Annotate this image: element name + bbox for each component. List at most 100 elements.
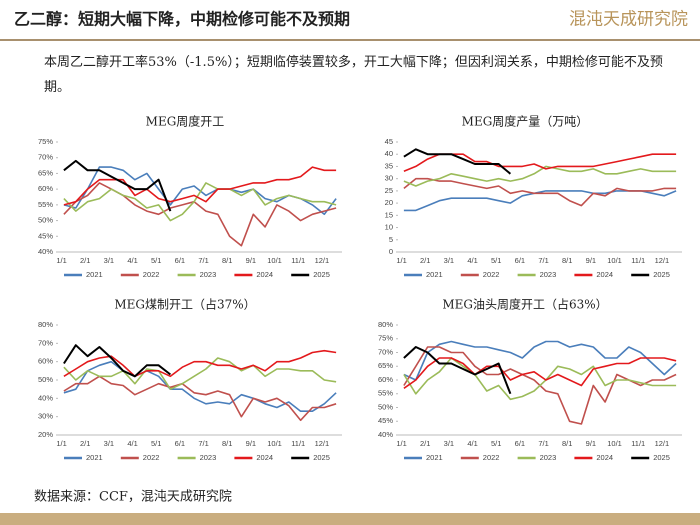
y-tick-label: 70% [378,347,393,356]
x-tick-label: 6/1 [175,439,185,448]
x-tick-label: 9/1 [586,256,596,265]
legend-label: 2021 [426,453,443,462]
y-tick-label: 60% [38,357,53,366]
y-tick-label: 75% [378,334,393,343]
x-tick-label: 5/1 [491,256,501,265]
chart-title: MEG油头周度开工（占63%） [442,297,607,312]
y-tick-label: 30% [38,412,53,421]
series-line [403,340,677,381]
x-tick-label: 7/1 [538,439,548,448]
x-tick-label: 4/1 [127,256,137,265]
y-tick-label: 60% [378,375,393,384]
y-tick-label: 30 [385,174,393,183]
y-tick-label: 50% [378,402,393,411]
y-tick-label: 50% [38,375,53,384]
x-tick-label: 5/1 [491,439,501,448]
y-tick-label: 50% [38,216,53,225]
y-tick-label: 40% [38,247,53,256]
x-tick-label: 12/1 [315,256,330,265]
x-tick-label: 11/1 [291,439,305,448]
legend-label: 2025 [653,453,670,462]
series-line [63,344,172,378]
x-tick-label: 6/1 [175,256,185,265]
legend-label: 2021 [426,270,443,279]
x-tick-label: 9/1 [246,256,256,265]
y-tick-label: 35 [385,161,393,170]
y-tick-label: 45 [385,137,393,146]
source: 数据来源：CCF，混沌天成研究院 [34,490,232,505]
y-tick-label: 45% [38,231,53,240]
legend-label: 2022 [483,453,500,462]
legend-label: 2023 [200,453,217,462]
summary: 本周乙二醇开工率53%（-1.5%）；短期临停装置较多，开工大幅下降；但因利润关… [44,55,663,95]
legend-label: 2024 [256,453,273,462]
x-tick-label: 1/1 [56,439,66,448]
y-tick-label: 40 [385,149,393,158]
chart-title: MEG周度产量（万吨） [462,114,589,129]
x-tick-label: 10/1 [267,256,282,265]
series-line [403,165,677,187]
y-tick-label: 65% [38,168,53,177]
x-tick-label: 8/1 [562,256,572,265]
x-tick-label: 6/1 [515,256,525,265]
series-line [63,182,337,222]
x-tick-label: 11/1 [631,256,645,265]
legend-label: 2022 [143,453,160,462]
x-tick-label: 8/1 [222,439,232,448]
legend-label: 2023 [200,270,217,279]
y-tick-label: 15 [385,210,393,219]
y-tick-label: 20% [38,430,53,439]
summary-box: 本周乙二醇开工率53%（-1.5%）；短期临停装置较多，开工大幅下降；但因利润关… [44,55,663,95]
x-tick-label: 12/1 [315,439,330,448]
legend-label: 2025 [653,270,670,279]
x-tick-label: 4/1 [467,439,477,448]
y-tick-label: 80% [38,320,53,329]
x-tick-label: 1/1 [56,256,66,265]
logo: 混沌天成研究院 [569,10,688,30]
x-tick-label: 3/1 [444,256,454,265]
y-tick-label: 40% [378,430,393,439]
x-tick-label: 9/1 [246,439,256,448]
x-tick-label: 3/1 [104,256,114,265]
x-tick-label: 10/1 [267,439,282,448]
y-tick-label: 5 [389,235,393,244]
x-tick-label: 5/1 [151,439,161,448]
y-tick-label: 70% [38,153,53,162]
legend-label: 2023 [540,270,557,279]
y-tick-label: 75% [38,137,53,146]
y-tick-label: 20 [385,198,393,207]
y-tick-label: 55% [38,200,53,209]
y-tick-label: 55% [378,389,393,398]
y-tick-label: 70% [38,338,53,347]
legend-label: 2021 [86,453,103,462]
chart-title: MEG周度开工 [146,114,225,129]
series-line [63,360,337,412]
y-tick-label: 80% [378,320,393,329]
x-tick-label: 9/1 [586,439,596,448]
x-tick-label: 12/1 [655,439,670,448]
x-tick-label: 1/1 [396,256,406,265]
y-tick-label: 65% [378,361,393,370]
x-tick-label: 7/1 [538,256,548,265]
legend-label: 2025 [313,270,330,279]
x-tick-label: 11/1 [291,256,305,265]
x-tick-label: 2/1 [420,256,430,265]
x-tick-label: 3/1 [444,439,454,448]
x-tick-label: 10/1 [607,439,622,448]
legend-label: 2024 [256,270,273,279]
x-tick-label: 6/1 [515,439,525,448]
x-tick-label: 1/1 [396,439,406,448]
x-tick-label: 10/1 [607,256,622,265]
x-tick-label: 12/1 [655,256,670,265]
series-line [403,148,512,175]
x-tick-label: 5/1 [151,256,161,265]
slide-title: 乙二醇：短期大幅下降，中期检修可能不及预期 [14,10,350,29]
legend-label: 2022 [483,270,500,279]
x-tick-label: 8/1 [562,439,572,448]
y-tick-label: 60% [38,184,53,193]
series-line [403,346,512,395]
legend-label: 2024 [596,270,613,279]
x-tick-label: 4/1 [467,256,477,265]
y-tick-label: 40% [38,393,53,402]
